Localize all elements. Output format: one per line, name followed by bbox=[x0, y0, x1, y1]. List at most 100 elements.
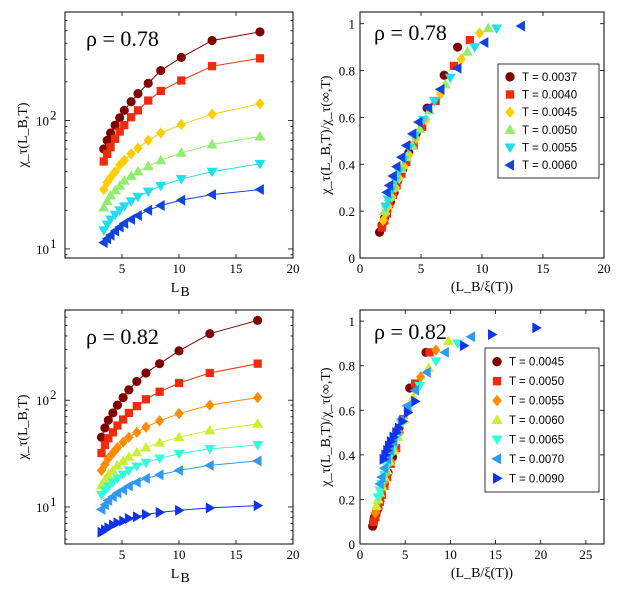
x-tick-label: 5 bbox=[119, 547, 126, 562]
data-point bbox=[125, 197, 137, 207]
x-tick-label: 15 bbox=[230, 261, 243, 276]
y-tick-label: 10 bbox=[36, 114, 49, 129]
data-point bbox=[173, 464, 183, 476]
data-point bbox=[207, 108, 217, 120]
data-point bbox=[123, 480, 133, 492]
legend-marker bbox=[492, 376, 502, 386]
y-tick-label: 0.2 bbox=[339, 204, 355, 219]
data-point bbox=[112, 441, 123, 454]
data-point bbox=[100, 423, 110, 433]
data-point bbox=[124, 385, 134, 395]
legend-label: T = 0.0050 bbox=[509, 376, 564, 388]
y-tick-label: 0.4 bbox=[339, 157, 356, 172]
legend-marker bbox=[493, 472, 503, 484]
x-tick-label: 0 bbox=[357, 547, 364, 562]
data-point bbox=[125, 213, 136, 225]
data-point bbox=[387, 170, 397, 182]
data-point bbox=[173, 449, 185, 460]
data-point bbox=[254, 131, 266, 141]
data-point bbox=[453, 42, 463, 52]
data-point bbox=[110, 120, 120, 130]
data-point bbox=[374, 478, 384, 490]
data-point bbox=[155, 506, 166, 518]
data-point bbox=[108, 408, 118, 418]
data-point bbox=[99, 157, 108, 166]
legend-label: T = 0.0040 bbox=[522, 90, 577, 102]
data-point bbox=[252, 441, 264, 451]
y-axis-label: χ_τ(L_B,T) bbox=[16, 394, 31, 460]
data-point bbox=[175, 504, 185, 516]
data-point bbox=[403, 407, 414, 418]
data-point bbox=[103, 452, 113, 465]
series-0.0040 bbox=[99, 54, 265, 166]
data-point bbox=[120, 121, 129, 130]
data-point bbox=[204, 444, 216, 455]
data-point bbox=[108, 447, 118, 459]
x-axis-label-subscript: B bbox=[180, 571, 189, 586]
y-tick-label: 0.4 bbox=[339, 448, 356, 463]
series-0.0045 bbox=[378, 27, 485, 227]
data-point bbox=[111, 474, 123, 485]
data-point bbox=[118, 436, 128, 448]
y-tick-label: 0.8 bbox=[339, 64, 355, 79]
legend-label: T = 0.0037 bbox=[522, 72, 577, 84]
series-0.0065 bbox=[96, 441, 264, 501]
series-0.0045 bbox=[99, 98, 265, 196]
data-point bbox=[206, 189, 216, 201]
data-point bbox=[143, 78, 153, 88]
data-point bbox=[176, 118, 186, 131]
data-point bbox=[252, 391, 263, 404]
x-tick-label: 15 bbox=[489, 547, 502, 562]
legend-marker bbox=[504, 143, 516, 154]
data-point bbox=[452, 62, 462, 74]
data-point bbox=[461, 46, 473, 56]
data-point bbox=[155, 200, 165, 211]
legend-marker bbox=[492, 394, 502, 407]
data-point bbox=[118, 217, 129, 229]
data-point bbox=[131, 476, 141, 488]
x-tick-label: 15 bbox=[230, 547, 243, 562]
data-point bbox=[115, 127, 124, 136]
data-point bbox=[119, 105, 129, 115]
data-point bbox=[105, 229, 115, 241]
data-point bbox=[111, 487, 122, 499]
data-point bbox=[109, 225, 120, 237]
data-point bbox=[140, 472, 150, 484]
data-point bbox=[123, 466, 135, 476]
y-tick-exponent: 1 bbox=[50, 236, 57, 251]
data-point bbox=[98, 202, 110, 212]
series-0.0090 bbox=[97, 500, 264, 538]
data-point bbox=[176, 52, 186, 62]
data-point bbox=[106, 143, 115, 152]
legend-label: T = 0.0050 bbox=[522, 125, 577, 137]
data-point bbox=[118, 202, 130, 212]
data-point bbox=[140, 442, 152, 452]
data-point bbox=[444, 73, 456, 84]
data-point bbox=[488, 329, 498, 340]
x-axis-label: L bbox=[171, 567, 180, 582]
data-point bbox=[398, 415, 409, 427]
data-point bbox=[114, 180, 126, 190]
data-point bbox=[117, 484, 128, 496]
data-point bbox=[132, 426, 142, 439]
data-point bbox=[474, 27, 485, 39]
legend-label: T = 0.0060 bbox=[522, 160, 577, 172]
series-0.0050 bbox=[98, 131, 266, 212]
y-tick-exponent: 2 bbox=[50, 108, 57, 123]
x-axis-label: (L_B/ξ(T)) bbox=[451, 566, 514, 581]
data-point bbox=[378, 462, 389, 474]
legend-box bbox=[497, 63, 600, 179]
data-point bbox=[113, 517, 123, 529]
data-point bbox=[252, 418, 264, 428]
data-point bbox=[204, 459, 214, 471]
legend-marker bbox=[491, 414, 503, 424]
data-point bbox=[132, 511, 143, 523]
data-point bbox=[104, 434, 113, 443]
data-point bbox=[99, 183, 109, 196]
legend-marker bbox=[492, 357, 502, 367]
data-point bbox=[254, 159, 266, 170]
data-point bbox=[124, 513, 135, 524]
data-point bbox=[377, 223, 387, 232]
legend-marker bbox=[491, 435, 503, 446]
